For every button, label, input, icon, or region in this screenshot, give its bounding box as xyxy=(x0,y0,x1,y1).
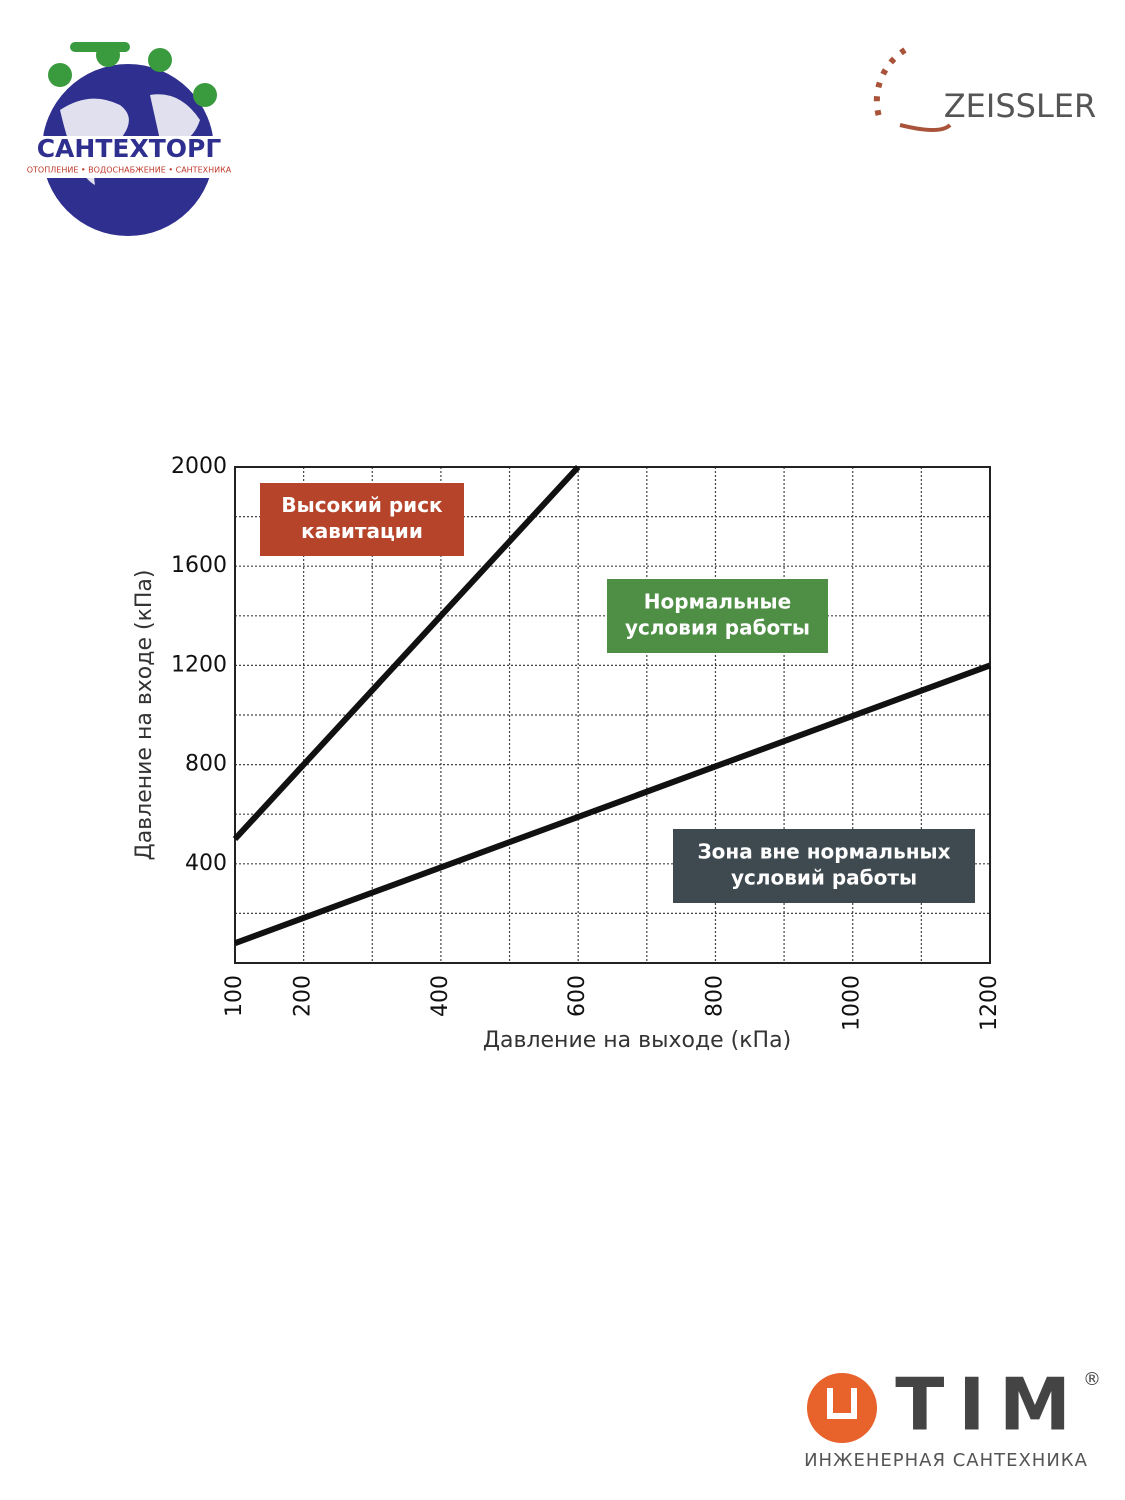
x-tick-label: 600 xyxy=(565,975,590,1017)
figures xyxy=(48,42,217,107)
annotation-text: Высокий риск xyxy=(281,493,443,517)
registered: ® xyxy=(1083,1369,1101,1390)
line xyxy=(233,662,992,946)
logo-name: TIM xyxy=(895,1363,1085,1447)
annotation-text: Нормальные xyxy=(644,590,791,614)
annotation-box xyxy=(607,579,828,653)
x-tick-label: 200 xyxy=(291,975,316,1017)
logo-zeissler: ZEISSLER xyxy=(873,47,1096,132)
x-tick-label: 400 xyxy=(428,975,453,1017)
logo-name: ZEISSLER xyxy=(944,87,1096,125)
y-tick-label: 1600 xyxy=(171,553,227,578)
annotation-text: условия работы xyxy=(625,616,810,640)
plot-frame xyxy=(234,466,991,964)
y-tick-label: 1200 xyxy=(171,652,227,677)
x-axis-title: Давление на выходе (кПа) xyxy=(483,1028,791,1053)
x-tick-label: 800 xyxy=(702,975,727,1017)
tim-emblem xyxy=(807,1373,877,1443)
y-tick-label: 400 xyxy=(185,851,227,876)
y-tick-label: 800 xyxy=(185,752,227,777)
logo-tagline: ИНЖЕНЕРНАЯ САНТЕХНИКА xyxy=(804,1450,1088,1471)
x-tick-label: 1200 xyxy=(977,975,1002,1031)
y-tick-label: 2000 xyxy=(171,454,227,479)
logo-tim: TIM ® ИНЖЕНЕРНАЯ САНТЕХНИКА xyxy=(804,1363,1101,1471)
label-bg xyxy=(30,136,230,178)
logo-tagline: ОТОПЛЕНИЕ • ВОДОСНАБЖЕНИЕ • САНТЕХНИКА xyxy=(27,166,232,175)
annotation-box xyxy=(260,483,464,556)
x-tick-label: 1000 xyxy=(840,975,865,1031)
annotation-text: Зона вне нормальных xyxy=(697,840,950,864)
annotation-box xyxy=(673,829,975,903)
line xyxy=(232,464,581,842)
annotation-text: условий работы xyxy=(731,866,917,890)
tim-emblem-u xyxy=(827,1388,857,1419)
logo-name: САНТЕХТОРГ xyxy=(37,134,222,163)
x-tick-label: 100 xyxy=(222,975,247,1017)
annotation-text: кавитации xyxy=(301,519,423,543)
logo-santehtorg: САНТЕХТОРГ ОТОПЛЕНИЕ • ВОДОСНАБЖЕНИЕ • С… xyxy=(27,42,232,236)
y-axis-title: Давление на входе (кПа) xyxy=(132,570,157,861)
swoosh xyxy=(899,123,952,132)
arc xyxy=(873,47,907,121)
